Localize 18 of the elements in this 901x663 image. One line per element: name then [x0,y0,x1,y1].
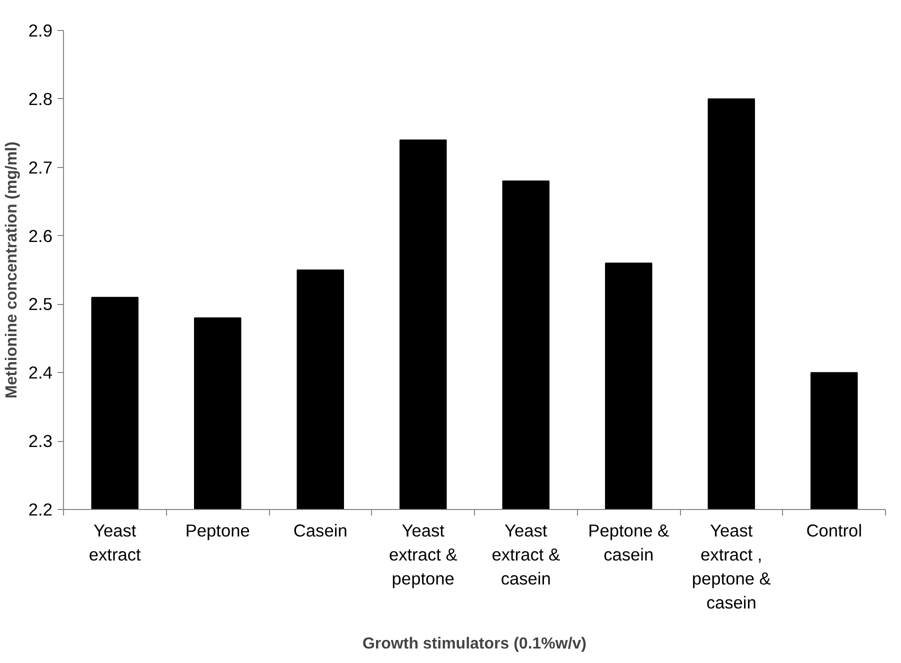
x-tick-label: Yeast extract [88,520,142,564]
x-tick-label: Yeast extract , peptone & casein [692,520,772,612]
y-axis-title: Methionine concentration (mg/ml) [3,142,20,398]
y-tick-label: 2.3 [28,431,53,452]
y-tick-label: 2.7 [28,157,53,178]
y-tick-label: 2.4 [28,362,53,383]
y-tick-label: 2.5 [28,294,53,314]
y-tick-label: 2.8 [28,88,53,109]
y-tick-label: 2.9 [28,20,53,40]
y-tick-label: 2.6 [28,226,53,246]
x-tick-label: Yeast extract & casein [492,520,561,588]
x-tick-label: Yeast extract & peptone [388,520,458,588]
x-axis-title: Growth stimulators (0.1%w/v) [362,636,587,652]
x-tick-label: Control [806,520,862,540]
x-tick-label: Peptone [185,520,250,540]
x-tick-label: Peptone & casein [588,520,670,564]
x-tick-label: Casein [293,520,348,540]
y-tick-label: 2.2 [28,500,53,520]
